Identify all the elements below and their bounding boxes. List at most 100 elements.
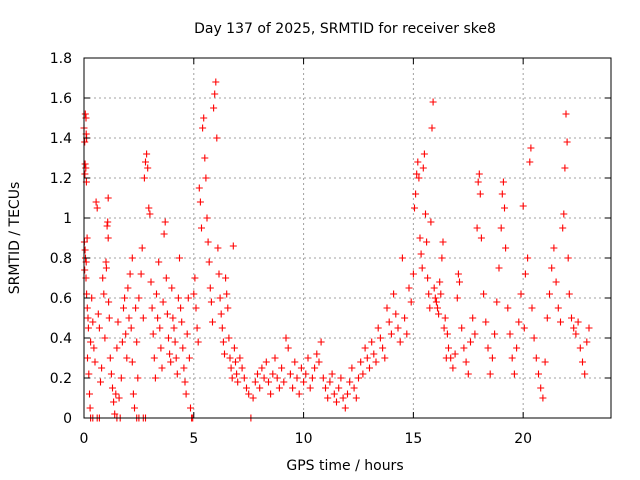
data-point xyxy=(502,244,510,252)
data-point xyxy=(81,160,89,168)
data-point xyxy=(438,254,446,262)
data-point xyxy=(99,274,107,282)
data-point xyxy=(154,314,162,322)
data-point xyxy=(313,350,321,358)
data-point xyxy=(125,314,133,322)
data-point xyxy=(109,384,116,392)
data-point xyxy=(403,330,411,338)
y-tick-label: 0.8 xyxy=(50,251,72,267)
data-point xyxy=(204,238,212,246)
data-point xyxy=(112,390,120,398)
data-point xyxy=(381,354,389,362)
data-point xyxy=(352,394,360,402)
data-point xyxy=(498,190,506,198)
x-tick-label: 20 xyxy=(514,431,532,447)
data-point xyxy=(449,364,457,372)
data-point xyxy=(147,278,155,286)
data-point xyxy=(180,364,188,372)
data-point xyxy=(565,290,573,298)
data-point xyxy=(90,344,98,352)
data-point xyxy=(265,378,272,386)
data-point xyxy=(435,310,443,318)
data-point xyxy=(467,338,474,346)
data-point xyxy=(92,198,100,206)
data-point xyxy=(128,358,136,366)
data-point xyxy=(282,334,290,342)
data-point xyxy=(101,334,109,342)
data-point xyxy=(430,284,438,292)
data-point xyxy=(322,384,329,392)
data-point xyxy=(190,290,198,298)
x-tick-label: 15 xyxy=(404,431,422,447)
data-point xyxy=(453,294,461,302)
data-point xyxy=(355,374,362,382)
data-point xyxy=(524,254,532,262)
data-point xyxy=(409,270,417,278)
data-point xyxy=(269,370,277,378)
data-point xyxy=(118,338,126,346)
data-point xyxy=(532,354,540,362)
data-point xyxy=(195,184,203,192)
data-point xyxy=(128,254,136,262)
data-point xyxy=(126,270,134,278)
data-point xyxy=(232,358,239,366)
data-point xyxy=(93,204,101,212)
data-point xyxy=(519,202,527,210)
data-point xyxy=(460,344,468,352)
data-point xyxy=(91,358,99,366)
data-point xyxy=(178,318,186,326)
grid-layer xyxy=(84,58,611,418)
data-point xyxy=(300,378,308,386)
data-point xyxy=(581,370,589,378)
data-point xyxy=(122,330,130,338)
data-point xyxy=(447,354,455,362)
data-point xyxy=(100,290,108,298)
data-point xyxy=(368,338,376,346)
data-point xyxy=(145,204,153,212)
y-axis-label: SRMTID / TECUs xyxy=(7,182,23,295)
data-point xyxy=(454,270,462,278)
data-point xyxy=(106,354,114,362)
data-point xyxy=(243,384,250,392)
data-point xyxy=(245,390,253,398)
data-point xyxy=(550,244,558,252)
data-point xyxy=(236,354,244,362)
data-point xyxy=(86,390,93,398)
data-point xyxy=(273,374,281,382)
data-point xyxy=(535,370,542,378)
data-point xyxy=(372,358,380,366)
data-point xyxy=(293,374,301,382)
data-point xyxy=(426,304,434,312)
data-point xyxy=(333,398,340,406)
data-point xyxy=(134,374,142,382)
data-point xyxy=(317,338,325,346)
data-point xyxy=(157,344,165,352)
x-tick-label: 5 xyxy=(189,431,198,447)
data-point xyxy=(504,304,512,312)
data-point xyxy=(427,218,435,226)
data-point xyxy=(104,218,112,226)
data-point xyxy=(576,344,584,352)
data-point xyxy=(363,354,371,362)
data-point xyxy=(437,290,445,298)
data-point xyxy=(441,314,449,322)
data-point xyxy=(326,378,334,386)
data-point xyxy=(81,246,89,254)
data-point xyxy=(451,350,459,358)
data-point xyxy=(412,190,420,198)
data-point xyxy=(198,224,205,232)
data-point xyxy=(440,324,448,332)
data-point xyxy=(254,370,261,378)
data-point xyxy=(286,370,294,378)
data-point xyxy=(217,310,225,318)
data-point xyxy=(262,358,270,366)
data-point xyxy=(546,290,553,298)
data-point xyxy=(144,164,152,172)
data-point xyxy=(361,344,369,352)
data-point xyxy=(291,358,299,366)
data-point xyxy=(561,164,569,172)
data-point xyxy=(425,290,433,298)
data-points xyxy=(80,78,593,422)
data-point xyxy=(94,310,102,318)
